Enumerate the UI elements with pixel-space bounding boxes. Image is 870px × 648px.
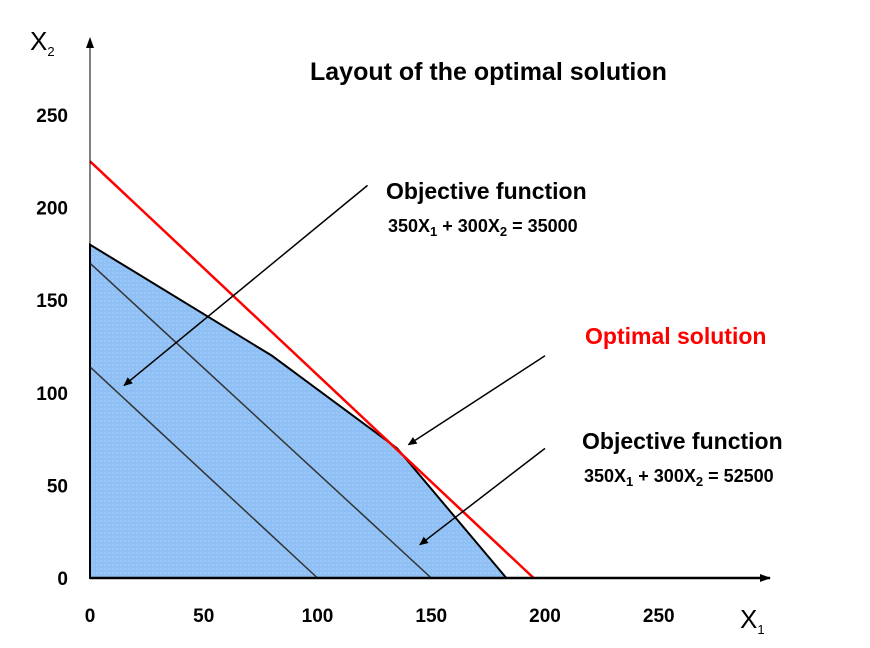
annotation-arrow-52500 — [419, 447, 546, 546]
optimal-solution-line — [89, 160, 535, 579]
y-tick-label: 150 — [36, 291, 68, 312]
annotation-arrow-35000 — [123, 184, 369, 387]
feasible-region — [89, 242, 509, 579]
objective-line-52500 — [89, 262, 432, 579]
x-tick-label: 150 — [415, 606, 447, 627]
y-tick-label: 50 — [47, 476, 68, 497]
x-tick-label: 200 — [529, 606, 561, 627]
x-tick-label: 100 — [302, 606, 334, 627]
y-tick-group: 0 50 100 150 200 250 — [36, 106, 68, 590]
y-tick-label: 100 — [36, 384, 68, 405]
annotation-objective-52500-title: Objective function — [582, 428, 783, 454]
x-tick-group: 0 50 100 150 200 250 — [85, 606, 675, 627]
x-tick-label: 50 — [193, 606, 214, 627]
x-axis-label: X1 — [740, 604, 765, 637]
x-tick-label: 250 — [643, 606, 675, 627]
y-tick-label: 0 — [57, 569, 68, 590]
y-tick-label: 200 — [36, 199, 68, 220]
annotation-arrow-optimal — [407, 355, 546, 446]
x-tick-label: 0 — [85, 606, 96, 627]
annotation-objective-35000-equation: 350X1 + 300X2 = 35000 — [388, 216, 578, 239]
objective-line-35000 — [89, 366, 319, 579]
y-tick-label: 250 — [36, 106, 68, 127]
annotation-objective-35000-title: Objective function — [386, 178, 587, 204]
annotation-objective-52500-equation: 350X1 + 300X2 = 52500 — [584, 466, 774, 489]
y-axis-label: X2 — [30, 26, 55, 59]
annotation-optimal-solution: Optimal solution — [585, 323, 766, 349]
chart-title: Layout of the optimal solution — [310, 58, 667, 86]
